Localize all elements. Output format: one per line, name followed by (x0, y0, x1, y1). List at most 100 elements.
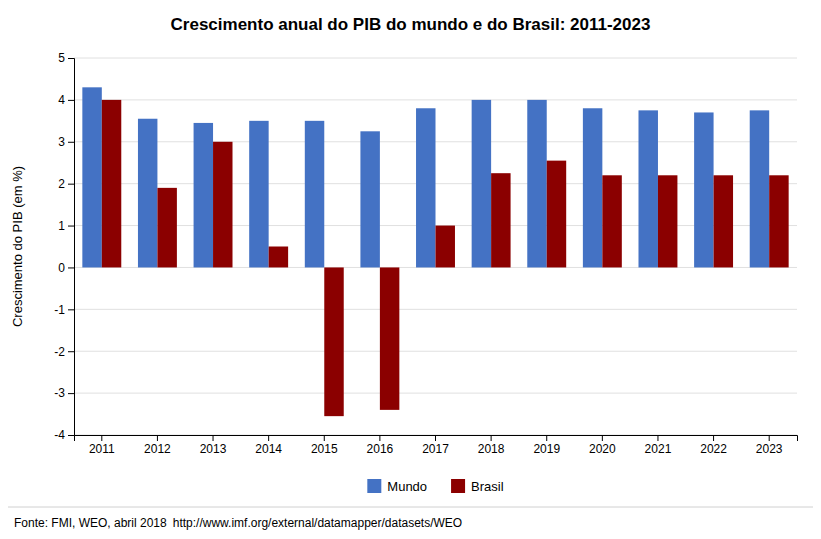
bar (436, 226, 455, 268)
series-bars (102, 100, 789, 416)
bar (360, 131, 379, 267)
x-tick-label: 2015 (311, 442, 338, 456)
x-tick-mark (602, 435, 603, 441)
x-tick-label: 2014 (255, 442, 282, 456)
y-axis-line (68, 59, 75, 436)
x-tick-mark (435, 435, 436, 441)
legend: Mundo Brasil (367, 479, 503, 494)
bar (583, 108, 602, 267)
x-tick-label: 2021 (645, 442, 672, 456)
y-tick-label: 3 (58, 135, 65, 149)
y-tick-mark (68, 309, 74, 310)
y-tick-mark (68, 226, 74, 227)
x-tick: 2013 (200, 435, 227, 456)
y-tick-label: 5 (58, 51, 65, 65)
x-tick-mark (491, 435, 492, 441)
legend-item: Brasil (451, 479, 504, 494)
y-tick: 2 (58, 177, 74, 191)
bar (527, 100, 546, 268)
plot-area: -4-3-2-101234520112012201320142015201620… (54, 51, 797, 455)
bar (380, 267, 399, 409)
bar (194, 123, 213, 268)
legend-label: Mundo (387, 479, 427, 494)
bar (769, 175, 788, 267)
series-bars (82, 87, 769, 267)
bar (638, 110, 657, 267)
x-tick-mark (769, 435, 770, 441)
x-tick: 2021 (645, 435, 672, 456)
x-tick: 2016 (367, 435, 394, 456)
y-tick: 1 (58, 219, 74, 233)
x-tick-mark (657, 435, 658, 441)
x-tick-mark (379, 435, 380, 441)
x-tick-label: 2017 (422, 442, 449, 456)
bar (157, 188, 176, 268)
y-tick-mark (68, 351, 74, 352)
y-tick-label: 4 (58, 93, 65, 107)
x-axis-line (75, 436, 798, 442)
y-tick: -4 (54, 428, 74, 442)
x-tick: 2014 (255, 435, 282, 456)
bar (102, 100, 121, 268)
y-tick: 3 (58, 135, 74, 149)
separator (8, 507, 813, 508)
y-tick-mark (68, 100, 74, 101)
bar (213, 142, 232, 268)
y-tick-mark (68, 142, 74, 143)
x-tick-mark (713, 435, 714, 441)
x-tick: 2023 (756, 435, 783, 456)
y-tick-label: 0 (58, 261, 65, 275)
y-tick-mark (68, 435, 74, 436)
legend-swatch (367, 479, 381, 493)
y-tick-label: -4 (54, 428, 65, 442)
x-tick: 2019 (533, 435, 560, 456)
title: Crescimento anual do PIB do mundo e do B… (171, 15, 651, 34)
grid-line (74, 351, 797, 352)
x-tick-mark (546, 435, 547, 441)
grid (74, 58, 797, 435)
x-tick-label: 2016 (367, 442, 394, 456)
chart-container: Crescimento anual do PIB do mundo e do B… (0, 0, 821, 539)
x-tick-mark (324, 435, 325, 441)
x-tick: 2015 (311, 435, 338, 456)
legend-label: Brasil (471, 479, 504, 494)
x-tick: 2012 (144, 435, 171, 456)
x-tick: 2011 (89, 435, 115, 456)
x-tick-mark (157, 435, 158, 441)
x-tick-label: 2012 (144, 442, 171, 456)
x-tick-label: 2011 (89, 442, 115, 456)
bar (82, 87, 101, 267)
y-tick-mark (68, 58, 74, 59)
grid-line (74, 58, 797, 59)
y-tick: -3 (54, 386, 74, 400)
y-tick-label: 2 (58, 177, 65, 191)
bar (305, 121, 324, 268)
y-tick: -2 (54, 345, 74, 359)
grid-line (74, 99, 797, 100)
y-tick-mark (68, 393, 74, 394)
bar (658, 175, 677, 267)
bar (750, 110, 769, 267)
bar (694, 112, 713, 267)
y-tick: 0 (58, 261, 74, 275)
legend-swatch (451, 479, 465, 493)
y-axis-title: Crescimento do PIB (em %) (10, 166, 25, 327)
bar (138, 119, 157, 268)
x-tick-label: 2020 (589, 442, 616, 456)
x-tick-mark (213, 435, 214, 441)
bar (714, 175, 733, 267)
x-tick-label: 2019 (533, 442, 560, 456)
bar (472, 100, 491, 268)
bars (82, 87, 788, 416)
y-tick-label: -3 (54, 386, 65, 400)
bar (491, 173, 510, 267)
legend-item: Mundo (367, 479, 427, 494)
y-axis: -4-3-2-1012345 (54, 51, 74, 442)
x-tick-label: 2023 (756, 442, 783, 456)
x-axis: 2011201220132014201520162017201820192020… (75, 435, 798, 456)
bar (324, 267, 343, 416)
x-tick-label: 2022 (700, 442, 727, 456)
bar (547, 161, 566, 268)
y-tick-mark (68, 184, 74, 185)
y-tick-label: -2 (54, 345, 65, 359)
